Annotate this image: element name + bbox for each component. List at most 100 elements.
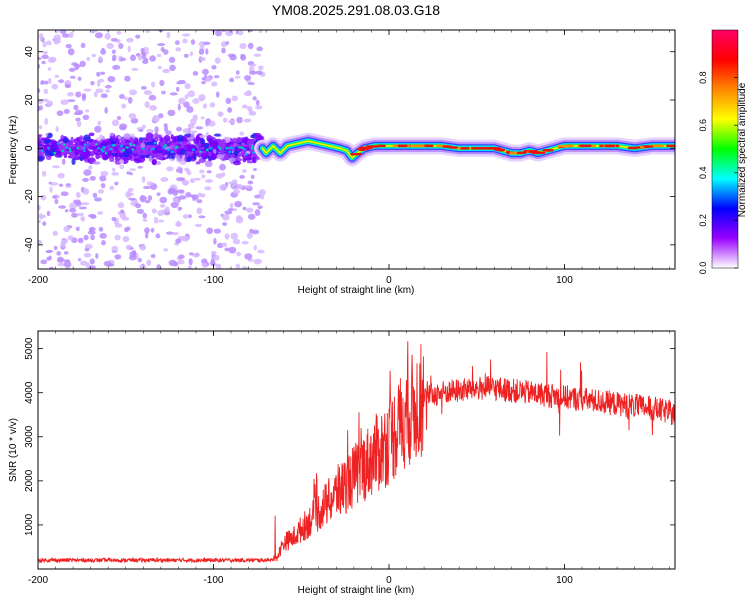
spectrogram-noise-blob [144, 199, 151, 204]
spectrogram-noise-blob [56, 110, 64, 117]
spectrogram-noise-blob [218, 111, 223, 117]
spectrogram-noise-blob [48, 78, 52, 85]
spectrogram-noise-blob [183, 182, 189, 186]
spectrogram-noise-blob [144, 30, 151, 34]
spectrogram-noise-blob [257, 65, 264, 71]
spectrogram-noise-blob [185, 129, 190, 134]
spectrogram-x-tick-label: -100 [203, 275, 223, 286]
spectrogram-noise-blob [172, 231, 179, 236]
spectrogram-noise-blob [221, 222, 228, 226]
spectrogram-noise-blob [191, 194, 199, 200]
spectrogram-noise-blob [148, 155, 153, 162]
spectrogram-noise-blob [231, 95, 238, 102]
spectrogram-noise-blob [135, 52, 141, 57]
spectrogram-noise-blob [40, 80, 45, 85]
spectrogram-noise-blob [88, 132, 95, 137]
spectrogram-noise-blob [209, 260, 216, 266]
spectrogram-noise-speckle [238, 146, 242, 149]
spectrogram-noise-blob [197, 192, 202, 197]
spectrogram-noise-blob [174, 40, 180, 46]
spectrogram-noise-blob [139, 194, 147, 202]
spectrogram-noise-blob [109, 185, 115, 191]
spectrogram-y-tick-label: 0 [24, 145, 35, 151]
spectrogram-noise-blob [211, 81, 218, 87]
spectrogram-noise-blob [159, 204, 166, 208]
spectrogram-noise-blob [42, 41, 47, 48]
spectrogram-noise-blob [68, 67, 76, 72]
spectrogram-noise-blob [229, 153, 236, 159]
spectrogram-noise-blob [246, 90, 252, 95]
spectrogram-y-tick-label: -40 [24, 237, 35, 252]
spectrogram-noise-blob [119, 94, 125, 99]
spectrogram-noise-blob [88, 226, 96, 232]
spectrogram-noise-blob [89, 176, 96, 181]
spectrogram-noise-blob [142, 218, 148, 222]
spectrogram-noise-blob [60, 99, 69, 105]
spectrogram-noise-blob [187, 214, 192, 219]
spectrogram-noise-speckle [243, 148, 247, 151]
spectrogram-noise-blob [62, 137, 70, 144]
spectrogram-noise-blob [104, 84, 112, 89]
spectrogram-noise-speckle [82, 146, 86, 150]
spectrogram-noise-blob [119, 57, 127, 62]
spectrogram-noise-blob [178, 97, 186, 105]
spectrogram-noise-blob [163, 49, 169, 55]
spectrogram-noise-blob [150, 227, 155, 233]
spectrogram-noise-blob [88, 165, 93, 170]
spectrogram-noise-blob [111, 216, 117, 222]
spectrogram-noise-blob [117, 153, 124, 157]
spectrogram-noise-blob [52, 195, 58, 199]
spectrogram-noise-blob [249, 228, 254, 234]
spectrogram-noise-blob [235, 136, 243, 143]
spectrogram-noise-blob [176, 126, 183, 132]
spectrogram-noise-blob [239, 43, 247, 50]
snr-y-axis-label: SNR (10 * v/v) [8, 418, 19, 482]
spectrogram-noise-blob [229, 202, 234, 209]
spectrogram-noise-blob [122, 235, 130, 243]
spectrogram-noise-blob [127, 45, 131, 53]
spectrogram-noise-speckle [228, 146, 232, 149]
spectrogram-noise-blob [210, 154, 217, 160]
spectrogram-noise-blob [112, 54, 117, 60]
spectrogram-noise-speckle [250, 144, 254, 148]
spectrogram-noise-blob [83, 169, 92, 176]
spectrogram-noise-blob [148, 144, 157, 149]
spectrogram-noise-blob [225, 97, 232, 104]
spectrogram-noise-blob [213, 133, 221, 137]
spectrogram-noise-blob [137, 165, 143, 169]
snr-x-tick-label: -100 [203, 575, 223, 586]
spectrogram-noise-blob [159, 136, 163, 142]
spectrogram-noise-blob [227, 53, 236, 58]
spectrogram-noise-blob [47, 132, 53, 139]
snr-series-line [38, 341, 675, 564]
spectrogram-noise-blob [206, 227, 214, 235]
spectrogram-noise-blob [75, 64, 81, 68]
spectrogram-noise-blob [75, 191, 81, 198]
spectrogram-noise-speckle [209, 147, 213, 150]
spectrogram-noise-blob [215, 30, 222, 37]
spectrogram-noise-blob [176, 189, 185, 194]
spectrogram-noise-blob [220, 30, 227, 32]
colorbar-tick-label: 0.0 [698, 262, 708, 275]
spectrogram-noise-blob [213, 228, 222, 234]
spectrogram-noise-blob [143, 142, 152, 146]
snr-y-tick-label: 1000 [24, 513, 35, 536]
spectrogram-noise-blob [258, 189, 266, 197]
spectrogram-noise-speckle [62, 143, 66, 147]
spectrogram-noise-blob [206, 170, 212, 174]
spectrogram-noise-blob [93, 91, 98, 98]
spectrogram-noise-blob [38, 125, 43, 130]
spectrogram-noise-blob [38, 239, 43, 245]
spectrogram-noise-speckle [112, 144, 116, 147]
spectrogram-noise-speckle [97, 146, 101, 150]
spectrogram-noise-blob [224, 210, 233, 215]
spectrogram-noise-blob [210, 250, 217, 255]
snr-y-tick-label: 4000 [24, 381, 35, 404]
spectrogram-noise-speckle [225, 147, 229, 150]
spectrogram-noise-blob [77, 76, 82, 81]
spectrogram-noise-blob [107, 149, 113, 157]
spectrogram-noise-blob [82, 177, 89, 182]
spectrogram-noise-blob [134, 157, 140, 162]
spectrogram-y-tick-label: 40 [24, 46, 35, 58]
snr-x-tick-label: 100 [556, 575, 573, 586]
